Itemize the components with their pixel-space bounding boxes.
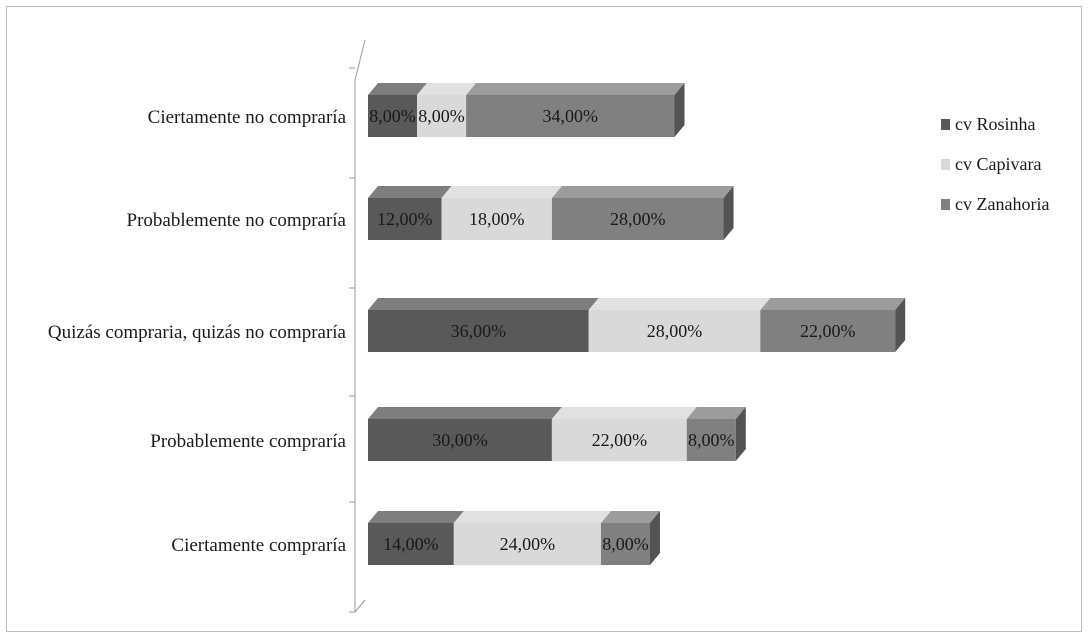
data-label: 28,00% (647, 321, 703, 341)
data-label: 24,00% (500, 534, 556, 554)
bar-segment (368, 310, 589, 352)
data-label: 12,00% (377, 209, 433, 229)
labels-layer: Ciertamente no compraría Probablemente no… (48, 106, 856, 556)
bar-top-face (368, 83, 428, 95)
legend-label: cv Rosinha (955, 114, 1036, 134)
bar-top-face (417, 83, 477, 95)
bar-segment (368, 95, 418, 137)
data-label: 34,00% (543, 106, 599, 126)
bar-segment (760, 310, 896, 352)
bar-segment (368, 523, 454, 565)
bar-top-face (368, 186, 452, 198)
bar-segment (466, 95, 675, 137)
bar-segment (368, 419, 552, 461)
bar-top-face (453, 511, 611, 523)
bar-segment (600, 523, 650, 565)
data-label: 8,00% (688, 430, 735, 450)
bar-segment (417, 95, 467, 137)
value-axis-line (354, 39, 366, 612)
bar-top-face (588, 298, 771, 310)
legend-swatch (941, 199, 950, 210)
data-label: 8,00% (418, 106, 465, 126)
bar-top-face (760, 298, 906, 310)
bar-top-face (466, 83, 685, 95)
bar-segment (686, 419, 736, 461)
bar-top-face (551, 407, 697, 419)
data-label: 18,00% (469, 209, 525, 229)
bar-side-face (735, 407, 746, 461)
axis-floor-line (354, 599, 366, 613)
bar-top-face (368, 407, 562, 419)
bar-top-face (551, 186, 734, 198)
legend-label: cv Zanahoria (955, 194, 1049, 214)
bar-top-face (368, 511, 464, 523)
data-label: 14,00% (383, 534, 439, 554)
bar-side-face (649, 511, 660, 565)
legend-swatch (941, 159, 950, 170)
data-label: 8,00% (369, 106, 416, 126)
bar-top-face (441, 186, 562, 198)
data-label: 22,00% (800, 321, 856, 341)
data-label: 8,00% (602, 534, 649, 554)
category-label: Ciertamente compraría (171, 535, 346, 556)
legend-label: cv Capivara (955, 154, 1041, 174)
bar-side-face (723, 186, 734, 240)
bar-segment (588, 310, 761, 352)
data-label: 36,00% (451, 321, 507, 341)
bar-segment (368, 198, 442, 240)
bar-top-face (368, 298, 599, 310)
bar-side-face (895, 298, 906, 352)
bar-segment (453, 523, 601, 565)
data-label: 22,00% (592, 430, 648, 450)
bar-top-face (686, 407, 746, 419)
bar-segment (551, 419, 687, 461)
bars-layer (368, 83, 906, 565)
bar-side-face (674, 83, 685, 137)
legend: cv Rosinha cv Capivara cv Zanahoria (941, 114, 1049, 214)
bar-top-face (600, 511, 660, 523)
category-label: Quizás compraria, quizás no compraría (48, 322, 347, 343)
axis-layer (349, 39, 366, 613)
category-label: Probablemente no compraría (127, 210, 347, 231)
bar-segment (441, 198, 552, 240)
bar-segment (551, 198, 724, 240)
data-label: 30,00% (432, 430, 488, 450)
category-label: Probablemente compraría (150, 431, 346, 452)
data-label: 28,00% (610, 209, 666, 229)
legend-swatch (941, 119, 950, 130)
category-label: Ciertamente no compraría (148, 107, 347, 128)
